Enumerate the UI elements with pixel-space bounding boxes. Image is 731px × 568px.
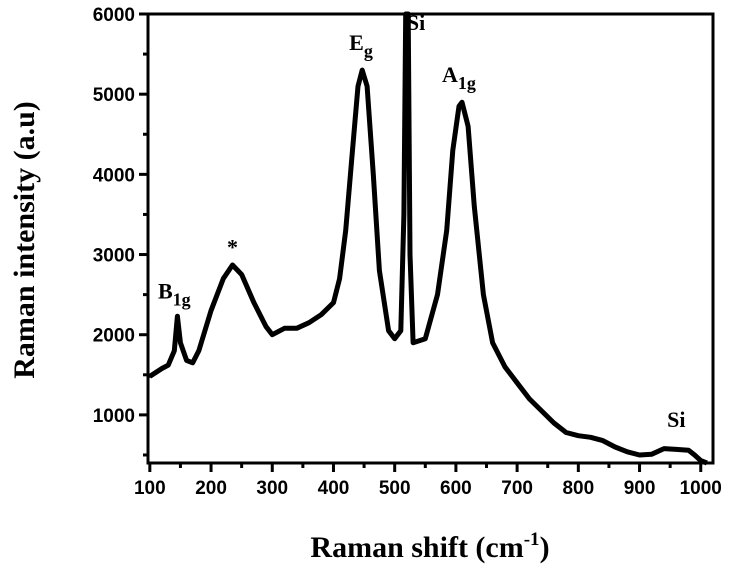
data-point	[687, 448, 691, 452]
data-point	[445, 228, 449, 232]
data-point	[411, 341, 415, 345]
x-tick-label: 1000	[680, 478, 722, 499]
data-point	[460, 100, 464, 104]
data-point	[350, 156, 354, 160]
data-point	[191, 361, 195, 365]
data-point	[408, 253, 412, 257]
data-point	[295, 326, 299, 330]
data-point	[178, 341, 182, 345]
data-point	[589, 435, 593, 439]
data-point	[564, 431, 568, 435]
data-point	[662, 447, 666, 451]
data-point	[674, 447, 678, 451]
x-tick-label: 600	[440, 478, 472, 499]
data-point	[172, 349, 176, 353]
data-point	[423, 337, 427, 341]
peak-annotation: A1g	[442, 62, 476, 93]
data-point	[307, 321, 311, 325]
data-point	[283, 326, 287, 330]
x-tick-label: 400	[318, 478, 350, 499]
data-point	[160, 366, 164, 370]
data-point	[331, 301, 335, 305]
data-point	[360, 68, 364, 72]
data-point	[515, 381, 519, 385]
x-tick-label: 500	[379, 478, 411, 499]
data-point	[466, 124, 470, 128]
x-axis-title: Raman shift (cm-1)	[310, 529, 549, 564]
data-point	[503, 365, 507, 369]
data-point	[209, 309, 213, 313]
data-point	[175, 314, 179, 318]
data-point	[491, 341, 495, 345]
data-point	[472, 204, 476, 208]
data-point	[576, 434, 580, 438]
plot-frame	[146, 12, 715, 465]
data-point	[650, 452, 654, 456]
data-point	[185, 358, 189, 362]
data-point	[613, 445, 617, 449]
y-tick-label: 5000	[93, 85, 135, 106]
data-point	[693, 453, 697, 457]
data-point	[436, 293, 440, 297]
data-point	[387, 329, 391, 333]
x-tick-label: 700	[501, 478, 533, 499]
peak-annotation: *	[227, 235, 238, 260]
peak-annotation: Si	[407, 10, 425, 35]
data-point	[344, 228, 348, 232]
data-point	[252, 301, 256, 305]
data-point	[399, 329, 403, 333]
data-point	[230, 263, 234, 267]
peak-annotation: B1g	[158, 279, 191, 310]
y-tick-label: 3000	[93, 246, 135, 267]
data-point	[699, 459, 703, 463]
series-line	[148, 11, 708, 466]
data-point	[601, 439, 605, 443]
y-tick-label: 1000	[93, 406, 135, 427]
data-point	[264, 325, 268, 329]
x-tick-label: 200	[195, 478, 227, 499]
data-point	[527, 397, 531, 401]
data-point	[240, 273, 244, 277]
data-point	[338, 277, 342, 281]
data-point	[393, 337, 397, 341]
peak-annotation: Si	[667, 407, 685, 432]
y-tick-label: 2000	[93, 326, 135, 347]
data-point	[540, 409, 544, 413]
data-point	[221, 277, 225, 281]
data-point	[552, 421, 556, 425]
x-tick-label: 900	[624, 478, 656, 499]
y-axis-title: Raman intensity (a.u)	[8, 101, 41, 379]
data-point	[402, 212, 406, 216]
data-point	[377, 269, 381, 273]
data-point	[625, 450, 629, 454]
data-point	[319, 313, 323, 317]
data-point	[481, 293, 485, 297]
data-point	[451, 148, 455, 152]
data-point	[166, 363, 170, 367]
data-point	[270, 333, 274, 337]
data-point	[457, 104, 461, 108]
data-point	[371, 172, 375, 176]
data-point	[638, 453, 642, 457]
y-tick-label: 4000	[93, 165, 135, 186]
y-tick-label: 6000	[93, 5, 135, 26]
data-point	[197, 349, 201, 353]
x-tick-label: 800	[562, 478, 594, 499]
x-tick-label: 300	[256, 478, 288, 499]
x-tick-label: 100	[134, 478, 166, 499]
peak-annotation: Eg	[349, 30, 373, 61]
data-point	[365, 84, 369, 88]
data-point	[356, 84, 360, 88]
